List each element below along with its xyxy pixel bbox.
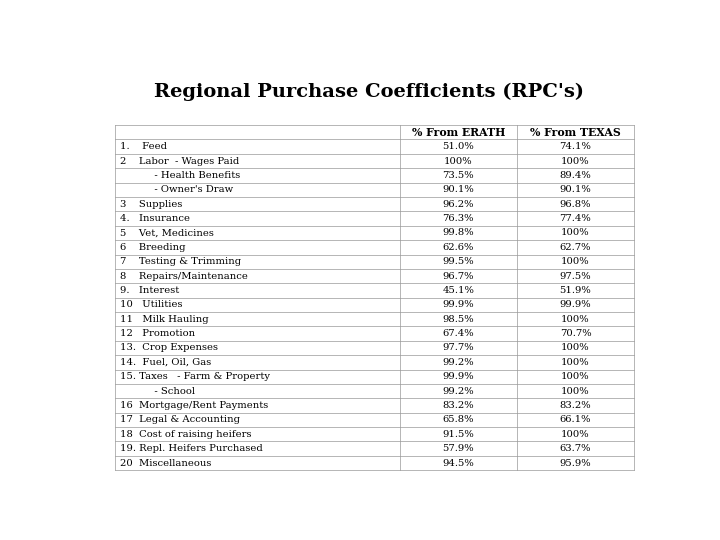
- Text: 11   Milk Hauling: 11 Milk Hauling: [120, 315, 208, 323]
- Text: 99.9%: 99.9%: [443, 372, 474, 381]
- Text: 13.  Crop Expenses: 13. Crop Expenses: [120, 343, 217, 353]
- Text: 97.7%: 97.7%: [443, 343, 474, 353]
- Text: 76.3%: 76.3%: [443, 214, 474, 223]
- Text: 14.  Fuel, Oil, Gas: 14. Fuel, Oil, Gas: [120, 358, 211, 367]
- Text: % From ERATH: % From ERATH: [412, 127, 505, 138]
- Text: 83.2%: 83.2%: [443, 401, 474, 410]
- Text: 100%: 100%: [444, 157, 472, 166]
- Text: 8    Repairs/Maintenance: 8 Repairs/Maintenance: [120, 272, 248, 281]
- Text: 100%: 100%: [561, 387, 590, 396]
- Text: 94.5%: 94.5%: [442, 458, 474, 468]
- Text: 20  Miscellaneous: 20 Miscellaneous: [120, 458, 211, 468]
- Text: 9.   Interest: 9. Interest: [120, 286, 179, 295]
- Text: 15. Taxes   - Farm & Property: 15. Taxes - Farm & Property: [120, 372, 269, 381]
- Text: 77.4%: 77.4%: [559, 214, 591, 223]
- Text: 100%: 100%: [561, 430, 590, 439]
- Text: 2    Labor  - Wages Paid: 2 Labor - Wages Paid: [120, 157, 239, 166]
- Text: 65.8%: 65.8%: [443, 415, 474, 424]
- Text: 100%: 100%: [561, 358, 590, 367]
- Text: 74.1%: 74.1%: [559, 142, 591, 151]
- Text: % From TEXAS: % From TEXAS: [530, 127, 621, 138]
- Text: 99.5%: 99.5%: [443, 257, 474, 266]
- Text: 45.1%: 45.1%: [442, 286, 474, 295]
- Text: 67.4%: 67.4%: [443, 329, 474, 338]
- Text: Regional Purchase Coefficients (RPC's): Regional Purchase Coefficients (RPC's): [154, 83, 584, 101]
- Text: 62.6%: 62.6%: [443, 243, 474, 252]
- Text: 99.9%: 99.9%: [443, 300, 474, 309]
- Text: 95.9%: 95.9%: [559, 458, 591, 468]
- Text: 96.7%: 96.7%: [443, 272, 474, 281]
- Text: 10   Utilities: 10 Utilities: [120, 300, 182, 309]
- Text: 7    Testing & Trimming: 7 Testing & Trimming: [120, 257, 240, 266]
- Text: 100%: 100%: [561, 228, 590, 238]
- Text: 99.9%: 99.9%: [559, 300, 591, 309]
- Text: 5    Vet, Medicines: 5 Vet, Medicines: [120, 228, 213, 238]
- Text: 100%: 100%: [561, 343, 590, 353]
- Text: 100%: 100%: [561, 257, 590, 266]
- Text: 100%: 100%: [561, 372, 590, 381]
- Text: 19. Repl. Heifers Purchased: 19. Repl. Heifers Purchased: [120, 444, 262, 453]
- Text: 18  Cost of raising heifers: 18 Cost of raising heifers: [120, 430, 251, 439]
- Text: 12   Promotion: 12 Promotion: [120, 329, 194, 338]
- Text: 70.7%: 70.7%: [559, 329, 591, 338]
- Text: 89.4%: 89.4%: [559, 171, 591, 180]
- Text: 99.8%: 99.8%: [443, 228, 474, 238]
- Text: 97.5%: 97.5%: [559, 272, 591, 281]
- Text: 4.   Insurance: 4. Insurance: [120, 214, 189, 223]
- Text: 90.1%: 90.1%: [442, 185, 474, 194]
- Text: 16  Mortgage/Rent Payments: 16 Mortgage/Rent Payments: [120, 401, 268, 410]
- Text: 6    Breeding: 6 Breeding: [120, 243, 185, 252]
- Text: 90.1%: 90.1%: [559, 185, 591, 194]
- Text: 99.2%: 99.2%: [443, 358, 474, 367]
- Text: 62.7%: 62.7%: [559, 243, 591, 252]
- Text: 63.7%: 63.7%: [559, 444, 591, 453]
- Text: 57.9%: 57.9%: [443, 444, 474, 453]
- Text: - School: - School: [120, 387, 194, 396]
- Text: 99.2%: 99.2%: [443, 387, 474, 396]
- Text: 96.2%: 96.2%: [443, 200, 474, 208]
- Text: 51.9%: 51.9%: [559, 286, 591, 295]
- Text: 73.5%: 73.5%: [443, 171, 474, 180]
- Text: 51.0%: 51.0%: [442, 142, 474, 151]
- Text: 100%: 100%: [561, 315, 590, 323]
- Text: 91.5%: 91.5%: [442, 430, 474, 439]
- Text: 100%: 100%: [561, 157, 590, 166]
- Text: 98.5%: 98.5%: [443, 315, 474, 323]
- Text: 3    Supplies: 3 Supplies: [120, 200, 182, 208]
- Text: 1.    Feed: 1. Feed: [120, 142, 166, 151]
- Text: - Owner's Draw: - Owner's Draw: [120, 185, 233, 194]
- Text: 96.8%: 96.8%: [559, 200, 591, 208]
- Text: - Health Benefits: - Health Benefits: [120, 171, 240, 180]
- Text: 66.1%: 66.1%: [559, 415, 591, 424]
- Text: 83.2%: 83.2%: [559, 401, 591, 410]
- Text: 17  Legal & Accounting: 17 Legal & Accounting: [120, 415, 240, 424]
